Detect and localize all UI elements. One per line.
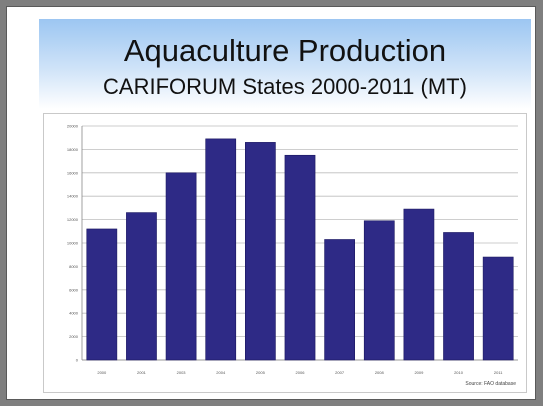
x-tick-label: 2004 [216,370,226,375]
y-tick-label: 18000 [67,147,79,152]
bar [324,239,355,361]
y-tick-label: 4000 [69,311,79,316]
y-tick-label: 8000 [69,264,79,269]
y-tick-label: 6000 [69,287,79,292]
x-tick-label: 2007 [335,370,345,375]
bar [482,256,514,361]
chart-title: Aquaculture Production [123,33,447,68]
bar-chart: 0 2000 4000 6000 8000 10000 12000 14000 16000 180… [67,124,518,375]
x-tick-label: 2001 [137,370,147,375]
x-tick-label: 2009 [414,370,424,375]
bar [245,142,276,361]
bar [126,212,157,361]
bar [443,232,474,361]
y-tick-label: 16000 [67,170,79,175]
x-tick-label: 2005 [256,370,266,375]
x-tick-label: 2006 [296,370,306,375]
bar [363,220,395,361]
slide: Aquaculture Production CARIFORUM States … [6,6,536,400]
bar [86,228,118,361]
x-tick-label: 2010 [454,370,464,375]
chart-subtitle: CARIFORUM States 2000-2011 (MT) [103,74,467,99]
title-band [39,19,531,109]
bar [284,154,316,361]
y-tick-label: 0 [76,358,79,363]
x-tick-label: 2008 [375,370,385,375]
chart-panel: 0 2000 4000 6000 8000 10000 12000 14000 16000 180… [43,113,527,393]
x-tick-label: 2011 [494,370,503,375]
y-tick-label: 14000 [67,194,79,199]
y-tick-label: 10000 [67,241,79,246]
y-tick-label: 2000 [69,334,79,339]
source-note: Source: FAO database [465,381,516,387]
x-tick-label: 2000 [97,370,107,375]
x-tick-label: 2003 [177,370,187,375]
bar [205,138,237,361]
bar [165,172,197,361]
y-tick-label: 12000 [67,217,79,222]
y-tick-label: 20000 [67,124,79,129]
bar [403,208,435,361]
